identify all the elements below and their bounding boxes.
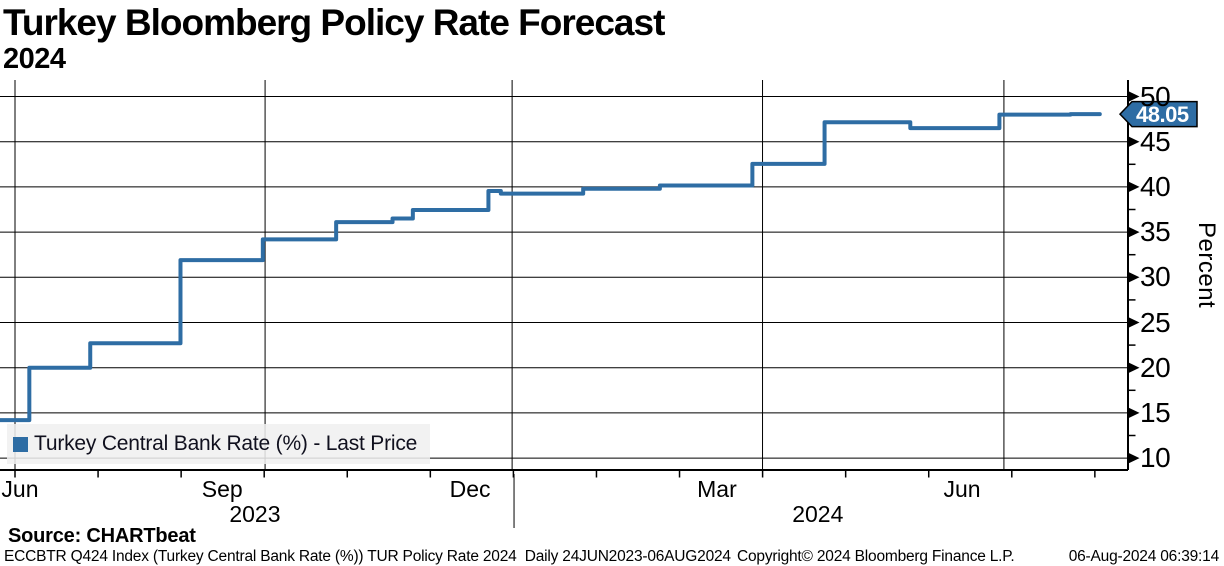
axis-arrow-tick-icon [1128, 317, 1140, 328]
x-tick-label: Jun [943, 476, 981, 502]
x-tick-label: Mar [697, 476, 737, 502]
source-line: Source: CHARTbeat [8, 525, 196, 547]
legend: Turkey Central Bank Rate (%) - Last Pric… [7, 424, 430, 464]
y-tick-label: 45 [1140, 125, 1171, 157]
y-axis-title: Percent [1193, 222, 1220, 309]
series-swatch-icon [13, 436, 28, 452]
axis-arrow-tick-icon [1128, 181, 1140, 193]
x-year-label: 2024 [792, 501, 844, 527]
y-tick-label: 20 [1140, 351, 1171, 383]
x-tick-label: Jun [1, 476, 39, 502]
last-price-badge [1118, 100, 1198, 128]
axis-arrow-tick-icon [1128, 452, 1140, 464]
y-tick-label: 10 [1140, 442, 1171, 474]
axis-arrow-tick-icon [1128, 362, 1140, 374]
y-tick-label: 30 [1140, 261, 1171, 293]
y-tick-label: 25 [1140, 306, 1171, 338]
axis-arrow-tick-icon [1128, 271, 1140, 283]
x-tick-label: Dec [449, 476, 491, 502]
page-title: Turkey Bloomberg Policy Rate Forecast [3, 2, 665, 43]
axis-arrow-tick-icon [1128, 136, 1140, 148]
y-tick-label: 15 [1140, 396, 1171, 428]
y-tick-label: 50 [1140, 80, 1171, 112]
timestamp: 06-Aug-2024 06:39:14 [1068, 548, 1219, 565]
ticker-description: ECCBTR Q424 Index (Turkey Central Bank R… [4, 548, 731, 565]
axis-arrow-tick-icon [1128, 91, 1140, 102]
x-year-label: 2023 [229, 501, 281, 527]
axis-arrow-tick-icon [1128, 407, 1140, 419]
page-subtitle: 2024 [3, 43, 66, 75]
axis-arrow-tick-icon [1128, 226, 1140, 238]
y-tick-label: 35 [1140, 216, 1171, 248]
last-price-label: 48.05 [1136, 102, 1189, 127]
y-tick-label: 40 [1140, 170, 1171, 202]
legend-label: Turkey Central Bank Rate (%) - Last Pric… [34, 432, 418, 455]
rate-line-series [0, 112, 1102, 423]
copyright-notice: Copyright© 2024 Bloomberg Finance L.P. [737, 548, 1015, 565]
x-tick-label: Sep [201, 476, 243, 502]
